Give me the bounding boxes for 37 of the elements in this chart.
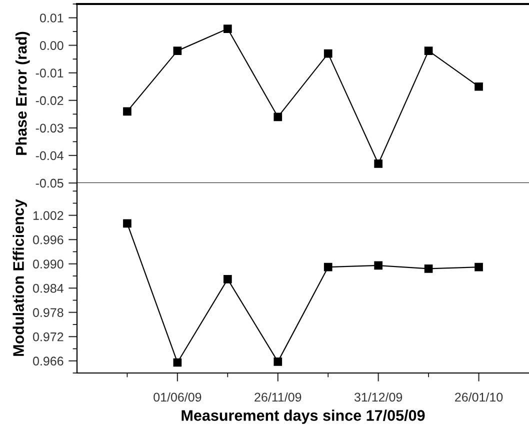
point (123, 107, 132, 116)
y-axis-title: Phase Error (rad) (16, 32, 30, 155)
point (474, 262, 483, 272)
y-tick-label: -0.03 (36, 124, 64, 133)
point (224, 24, 232, 33)
y-tick-label: -0.04 (36, 151, 64, 160)
point (474, 82, 483, 91)
y-tick-label: 0.00 (40, 41, 64, 50)
x-tick-label: 26/01/10 (455, 392, 503, 402)
point (173, 46, 182, 55)
y-tick-label: 0.966 (33, 356, 64, 366)
y-tick-label: 0.996 (33, 235, 64, 244)
point (374, 261, 382, 270)
y-tick-label: 1.002 (33, 211, 64, 220)
y-tick-label: -0.01 (36, 68, 64, 78)
point (374, 160, 382, 168)
x-tick-label: 01/06/09 (154, 392, 202, 402)
point (324, 49, 332, 58)
y-tick-label: 0.972 (33, 332, 64, 342)
point (173, 358, 182, 367)
point (324, 262, 332, 272)
point (274, 358, 282, 366)
y-tick-label: 0.990 (33, 260, 64, 269)
x-axis-title: Measurement days since 17/05/09 (182, 410, 425, 424)
y-axis-title: Modulation Efficiency (12, 199, 27, 356)
y-tick-label: -0.02 (36, 96, 64, 106)
y-tick-label: 0.984 (33, 284, 64, 293)
y-tick-label: 0.01 (40, 14, 64, 22)
y-tick-label: -0.05 (36, 178, 64, 188)
y-tick-label: 0.978 (33, 308, 64, 318)
x-tick-label: 26/11/09 (254, 392, 302, 402)
point (424, 46, 433, 55)
point (123, 219, 132, 228)
point (224, 275, 232, 284)
point (424, 264, 433, 273)
x-tick-label: 31/12/09 (354, 392, 402, 402)
point (274, 112, 282, 122)
